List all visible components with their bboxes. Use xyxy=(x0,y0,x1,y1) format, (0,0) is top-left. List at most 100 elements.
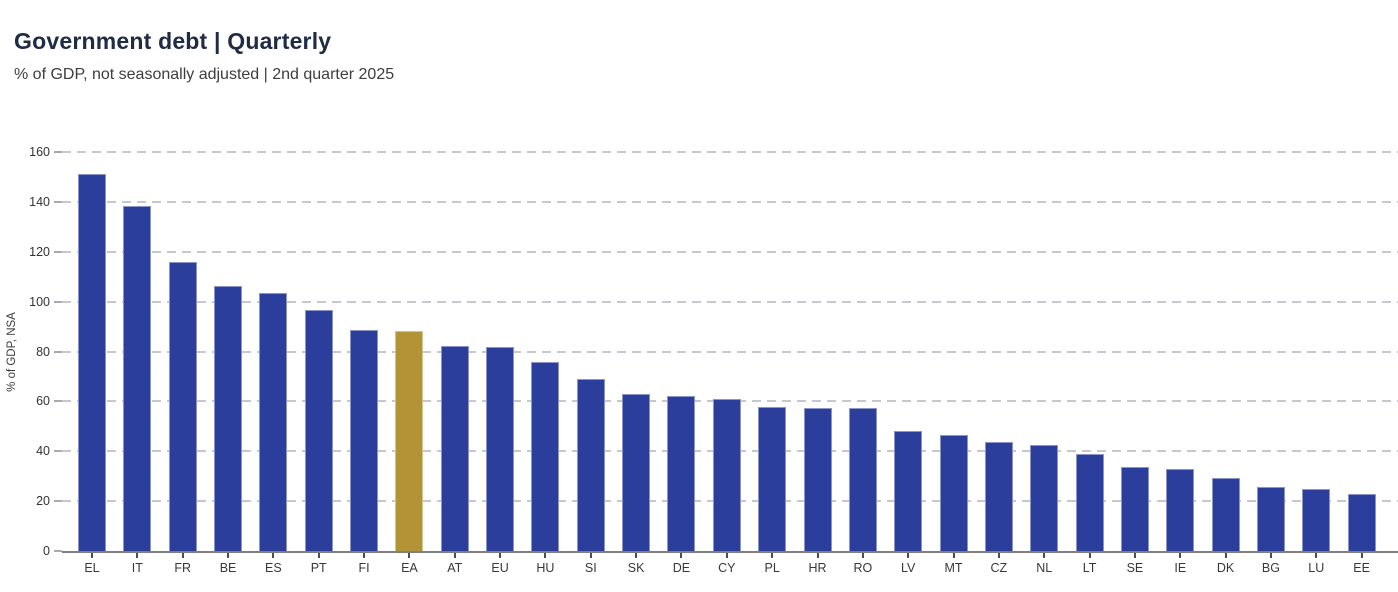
y-tick-label: 140 xyxy=(29,194,50,209)
bar-NL xyxy=(1030,445,1059,551)
x-tick-mark xyxy=(680,553,683,558)
x-tick-mark xyxy=(1043,553,1046,558)
bar-EU xyxy=(486,347,515,551)
y-tick-mark xyxy=(54,151,62,153)
bar-PT xyxy=(304,309,333,551)
x-tick-label: EE xyxy=(1353,561,1370,575)
y-tick-140: 140 xyxy=(29,195,62,209)
x-tick-label: HU xyxy=(536,561,555,575)
y-tick-0: 0 xyxy=(43,544,62,558)
y-tick-label: 120 xyxy=(29,244,50,259)
x-tick-label: PL xyxy=(764,561,780,575)
x-cell-EE: EE xyxy=(1348,553,1376,575)
x-tick-mark xyxy=(816,553,819,558)
x-tick-mark xyxy=(589,553,592,558)
x-cell-RO: RO xyxy=(849,553,877,575)
gridline-140 xyxy=(62,200,1398,203)
x-cell-DE: DE xyxy=(667,553,695,575)
x-tick-mark xyxy=(453,553,456,558)
y-tick-mark xyxy=(54,450,62,453)
bar-EL xyxy=(78,173,106,551)
bar-CY xyxy=(712,399,741,551)
bar-LU xyxy=(1302,488,1331,551)
bar-BE xyxy=(214,286,243,551)
y-tick-mark xyxy=(54,250,62,253)
x-cell-HR: HR xyxy=(804,553,832,575)
bar-HU xyxy=(531,361,560,551)
gridline-100 xyxy=(62,300,1398,303)
y-axis-labels: 0 20 40 60 80 100 120 140 160 xyxy=(0,145,62,558)
bar-EE xyxy=(1347,494,1376,551)
bar-SK xyxy=(622,394,651,551)
x-tick-mark xyxy=(499,553,502,558)
x-cell-IT: IT xyxy=(123,553,151,575)
x-tick-label: CY xyxy=(718,561,736,575)
x-tick-mark xyxy=(272,553,275,558)
x-tick-mark xyxy=(181,553,184,558)
y-tick-80: 80 xyxy=(36,345,62,359)
y-tick-label: 20 xyxy=(36,494,50,509)
x-tick-label: AT xyxy=(447,561,463,575)
x-tick-mark xyxy=(907,553,910,558)
plot-area xyxy=(62,151,1398,553)
bar-MT xyxy=(939,434,968,551)
x-tick-mark xyxy=(1269,553,1272,558)
bars xyxy=(62,152,1398,551)
x-tick-label: FI xyxy=(358,561,370,575)
x-tick-label: FR xyxy=(174,561,192,575)
bar-SE xyxy=(1120,466,1149,551)
x-tick-label: DE xyxy=(672,561,691,575)
y-tick-mark xyxy=(54,550,62,552)
x-tick-label: MT xyxy=(944,561,963,575)
x-tick-label: LV xyxy=(901,561,916,575)
x-tick-label: NL xyxy=(1036,561,1053,575)
y-tick-label: 160 xyxy=(29,145,50,159)
y-tick-20: 20 xyxy=(36,494,62,508)
bar-PL xyxy=(758,406,787,551)
x-tick-label: LU xyxy=(1308,561,1325,575)
bar-DK xyxy=(1211,478,1240,551)
x-cell-LU: LU xyxy=(1302,553,1330,575)
y-tick-label: 40 xyxy=(36,444,50,459)
bar-HR xyxy=(803,407,832,551)
x-tick-label: HR xyxy=(808,561,827,575)
x-tick-label: EU xyxy=(491,561,509,575)
bar-IT xyxy=(123,206,152,551)
x-tick-mark xyxy=(1315,553,1318,558)
bar-FR xyxy=(168,262,197,551)
x-cell-LV: LV xyxy=(894,553,922,575)
y-tick-label: 80 xyxy=(36,344,50,359)
x-tick-mark xyxy=(861,553,864,558)
x-tick-label: LT xyxy=(1082,561,1097,575)
x-cell-HU: HU xyxy=(531,553,559,575)
bar-EA xyxy=(395,331,424,551)
x-cell-SE: SE xyxy=(1121,553,1149,575)
x-tick-mark xyxy=(635,553,638,558)
y-tick-100: 100 xyxy=(29,295,62,309)
bar-CZ xyxy=(984,442,1013,551)
x-tick-mark xyxy=(1133,553,1136,558)
y-tick-60: 60 xyxy=(36,394,62,408)
x-tick-mark xyxy=(91,553,93,558)
x-tick-mark xyxy=(408,553,411,558)
x-tick-mark xyxy=(317,553,320,558)
y-tick-label: 60 xyxy=(36,394,50,409)
x-cell-FI: FI xyxy=(350,553,378,575)
bar-LV xyxy=(894,431,923,551)
y-tick-mark xyxy=(54,400,62,403)
x-tick-mark xyxy=(725,553,728,558)
y-tick-40: 40 xyxy=(36,444,62,458)
x-cell-ES: ES xyxy=(259,553,287,575)
x-tick-mark xyxy=(997,553,1000,558)
bar-RO xyxy=(848,408,877,551)
y-tick-mark xyxy=(54,300,62,303)
x-cell-IE: IE xyxy=(1166,553,1194,575)
x-cell-DK: DK xyxy=(1212,553,1240,575)
x-tick-mark xyxy=(1179,553,1182,558)
x-tick-mark xyxy=(952,553,955,558)
x-cell-FR: FR xyxy=(169,553,197,575)
x-tick-label: IE xyxy=(1174,561,1187,575)
x-tick-label: BE xyxy=(219,561,237,575)
x-tick-mark xyxy=(136,553,139,558)
x-cell-PT: PT xyxy=(305,553,333,575)
